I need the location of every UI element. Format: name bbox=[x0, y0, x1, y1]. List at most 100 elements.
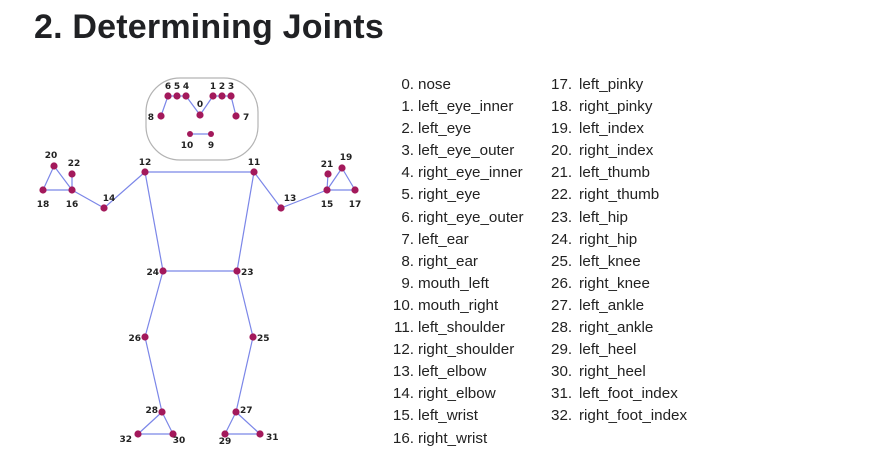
bone-line bbox=[137, 411, 163, 435]
joint-label: 0 bbox=[197, 100, 203, 110]
joint-index: 11. bbox=[394, 319, 414, 337]
joint-dot bbox=[209, 92, 217, 100]
bone-line bbox=[253, 171, 282, 209]
joint-index: 17. bbox=[551, 76, 573, 93]
page-title: 2. Determining Joints bbox=[34, 8, 384, 46]
joint-name: right_eye_inner bbox=[418, 164, 523, 182]
joint-label: 24 bbox=[146, 268, 159, 278]
joint-dot bbox=[158, 408, 166, 416]
joint-name: right_knee bbox=[579, 274, 650, 292]
joint-name: left_eye bbox=[418, 120, 472, 138]
joint-index: 21. bbox=[551, 164, 573, 182]
joint-index: 16. bbox=[392, 429, 414, 447]
joint-list-item: 0. nose bbox=[378, 74, 548, 96]
joint-label: 31 bbox=[266, 433, 279, 443]
joint-index: 2. bbox=[401, 120, 414, 138]
joint-name: left_ankle bbox=[579, 296, 645, 314]
joint-index: 9. bbox=[401, 274, 414, 292]
joint-label: 27 bbox=[240, 406, 253, 416]
joint-dot bbox=[173, 92, 181, 100]
joint-name: right_ear bbox=[418, 252, 478, 270]
joint-name: left_hip bbox=[579, 208, 628, 226]
joint-dot bbox=[351, 186, 359, 194]
joint-list-item: 29. left_heel bbox=[551, 339, 851, 361]
joint-index: 6. bbox=[401, 208, 414, 226]
joint-index: 32. bbox=[551, 407, 573, 425]
joint-index: 30. bbox=[551, 363, 573, 381]
joint-name: left_index bbox=[579, 120, 645, 138]
joint-index: 5. bbox=[401, 186, 414, 204]
joint-dot bbox=[39, 186, 47, 194]
joint-index: 13. bbox=[392, 363, 414, 381]
joint-dot bbox=[68, 170, 76, 178]
joint-index: 10. bbox=[392, 296, 414, 314]
joint-index: 23. bbox=[551, 208, 573, 226]
joint-label: 16 bbox=[66, 200, 79, 210]
joint-dot bbox=[141, 168, 149, 176]
joint-index: 18. bbox=[551, 98, 573, 116]
joint-label: 28 bbox=[145, 406, 158, 416]
joint-dot bbox=[221, 430, 229, 438]
bone-line bbox=[280, 189, 328, 209]
joint-dot bbox=[164, 92, 172, 100]
joint-dot bbox=[232, 112, 240, 120]
bone-line bbox=[236, 270, 254, 338]
joint-dot bbox=[324, 170, 332, 178]
joint-label: 8 bbox=[148, 113, 154, 123]
joint-dot bbox=[134, 430, 142, 438]
joint-index: 7. bbox=[401, 230, 414, 248]
joint-list-item: 26. right_knee bbox=[551, 273, 851, 295]
joint-dot bbox=[218, 92, 226, 100]
joint-index: 14. bbox=[392, 385, 414, 403]
joint-index: 31. bbox=[551, 385, 573, 403]
joint-name: right_ankle bbox=[579, 319, 654, 337]
joint-list-item: 23. left_hip bbox=[551, 207, 851, 229]
joint-index: 3. bbox=[401, 142, 414, 160]
joint-list-item: 30. right_heel bbox=[551, 361, 851, 383]
joint-list-item: 9. mouth_left bbox=[378, 273, 548, 295]
joint-name: right_shoulder bbox=[418, 341, 515, 359]
joint-name: left_ear bbox=[418, 230, 469, 248]
joint-list-item: 17. left_pinky bbox=[551, 74, 851, 96]
joint-list-item: 15. left_wrist bbox=[378, 405, 548, 427]
joint-dot bbox=[196, 111, 204, 119]
joint-index: 12. bbox=[392, 341, 414, 359]
joint-list-item: 22. right_thumb bbox=[551, 184, 851, 206]
joint-name: nose bbox=[418, 76, 451, 93]
bone-line bbox=[326, 167, 343, 191]
joint-dot bbox=[50, 162, 58, 170]
joint-list-item: 1. left_eye_inner bbox=[378, 96, 548, 118]
joint-list-item: 3. left_eye_outer bbox=[378, 140, 548, 162]
joint-name: right_foot_index bbox=[579, 407, 688, 425]
joint-list-item: 14. right_elbow bbox=[378, 383, 548, 405]
joint-list-item: 32. right_foot_index bbox=[551, 405, 851, 427]
bone-line bbox=[144, 171, 164, 272]
bone-line bbox=[236, 171, 255, 272]
joint-index: 24. bbox=[551, 230, 573, 248]
joint-name: right_heel bbox=[579, 363, 646, 381]
joint-list-item: 8. right_ear bbox=[378, 251, 548, 273]
bone-line bbox=[53, 165, 73, 191]
joint-dot bbox=[323, 186, 331, 194]
joint-list-item: 6. right_eye_outer bbox=[378, 207, 548, 229]
joint-label: 12 bbox=[139, 158, 152, 168]
joint-name: right_pinky bbox=[579, 98, 653, 116]
joint-name: right_thumb bbox=[579, 186, 660, 204]
joint-dot bbox=[249, 333, 257, 341]
joint-list-item: 7. left_ear bbox=[378, 229, 548, 251]
bone-line bbox=[42, 165, 55, 191]
joint-list-item: 25. left_knee bbox=[551, 251, 851, 273]
bone-line bbox=[235, 336, 254, 413]
joint-index: 26. bbox=[551, 274, 573, 292]
joint-label: 11 bbox=[248, 158, 261, 168]
joint-index: 8. bbox=[401, 252, 414, 270]
joint-list-item: 12. right_shoulder bbox=[378, 339, 548, 361]
joint-list-column-1: 0. nose 1. left_eye_inner 2. left_eye 3. lef… bbox=[378, 74, 548, 450]
joint-index: 19. bbox=[551, 120, 573, 138]
joint-label: 13 bbox=[284, 194, 297, 204]
bone-line bbox=[199, 95, 214, 116]
joint-label: 6 bbox=[165, 82, 171, 92]
joint-dot bbox=[100, 204, 108, 212]
joint-name: left_elbow bbox=[418, 363, 487, 381]
